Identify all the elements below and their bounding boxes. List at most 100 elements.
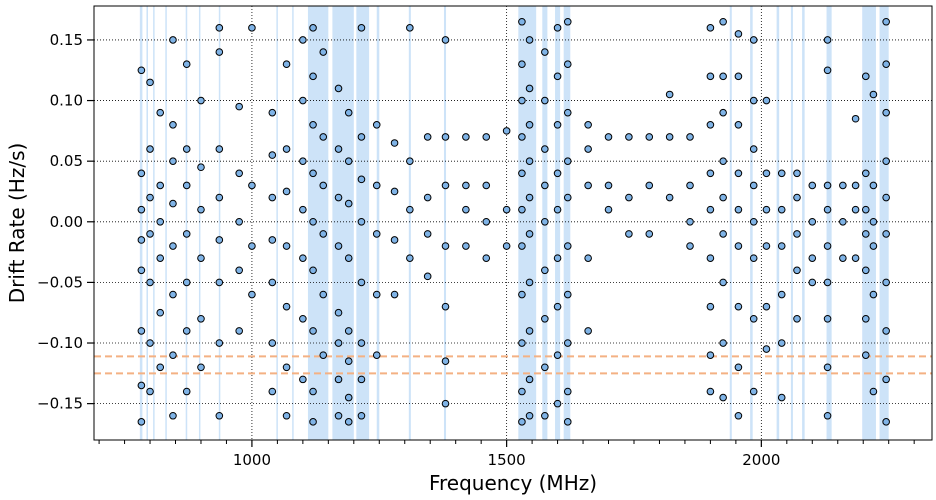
data-point-17-0 <box>372 121 381 129</box>
data-point-6-2 <box>215 145 224 153</box>
data-point-8-0 <box>248 24 256 32</box>
data-point-37-3 <box>719 157 727 165</box>
rfi-band-23 <box>802 6 805 440</box>
data-point-25-10 <box>518 418 526 426</box>
data-point-38-2 <box>734 121 743 129</box>
data-point-27-2 <box>541 145 549 153</box>
data-point-35-1 <box>686 181 694 190</box>
data-point-22-2 <box>462 205 470 214</box>
data-point-28-4 <box>553 205 562 214</box>
data-point-48-5 <box>869 387 878 396</box>
data-point-16-7 <box>357 411 366 420</box>
x-axis-label: Frequency (MHz) <box>429 471 597 495</box>
data-point-37-6 <box>719 278 727 287</box>
data-point-23-0 <box>482 133 491 141</box>
data-point-29-3 <box>563 157 572 165</box>
data-point-6-7 <box>215 411 224 420</box>
data-point-12-5 <box>309 266 317 275</box>
data-point-0-2 <box>137 205 146 214</box>
data-point-38-1 <box>734 72 743 81</box>
data-point-28-2 <box>553 121 562 129</box>
data-point-41-3 <box>777 290 786 299</box>
data-point-27-7 <box>541 363 549 372</box>
data-point-10-2 <box>282 187 291 196</box>
data-point-15-4 <box>344 327 353 335</box>
data-point-16-4 <box>357 278 366 287</box>
data-point-43-2 <box>808 254 817 262</box>
data-point-30-0 <box>584 121 592 129</box>
x-tick-label-1: 1500 <box>488 451 526 469</box>
data-point-39-1 <box>749 96 758 105</box>
y-tick-label-3: 0.00 <box>50 213 83 231</box>
rfi-band-13 <box>408 6 411 440</box>
data-point-9-3 <box>268 236 277 244</box>
data-point-16-0 <box>357 24 366 32</box>
data-point-4-5 <box>182 327 191 335</box>
data-point-17-2 <box>372 230 381 238</box>
data-point-12-0 <box>309 24 317 32</box>
y-tick-label-0: −0.15 <box>37 395 83 413</box>
data-point-29-7 <box>563 339 572 347</box>
data-point-28-8 <box>553 399 562 408</box>
data-point-2-2 <box>156 217 165 226</box>
data-point-21-6 <box>441 399 450 408</box>
data-point-44-6 <box>823 314 832 323</box>
data-point-38-8 <box>734 411 743 420</box>
data-point-40-5 <box>762 345 771 353</box>
data-point-34-0 <box>665 90 674 99</box>
data-point-0-3 <box>137 236 146 244</box>
rfi-band-0 <box>139 6 143 440</box>
y-tick-label-1: −0.10 <box>37 334 83 352</box>
data-point-28-5 <box>553 254 562 262</box>
data-point-29-4 <box>563 193 572 202</box>
data-point-0-7 <box>137 418 146 426</box>
data-point-33-1 <box>645 181 654 190</box>
data-point-37-4 <box>719 193 727 202</box>
data-point-24-0 <box>502 127 511 135</box>
data-point-14-6 <box>334 375 343 384</box>
data-point-10-0 <box>282 60 291 68</box>
data-point-7-3 <box>235 266 243 275</box>
data-point-3-2 <box>169 157 177 165</box>
data-point-41-2 <box>777 242 786 250</box>
data-point-29-5 <box>563 242 572 250</box>
data-point-44-3 <box>823 205 832 214</box>
data-point-26-7 <box>525 327 534 335</box>
data-point-12-6 <box>309 327 317 335</box>
data-point-10-3 <box>282 242 291 250</box>
data-point-49-6 <box>882 278 890 287</box>
data-point-40-1 <box>762 169 771 178</box>
data-point-41-0 <box>777 169 786 178</box>
data-point-25-7 <box>518 290 526 299</box>
data-point-24-2 <box>502 242 511 250</box>
data-point-45-1 <box>839 217 847 226</box>
data-point-49-1 <box>882 60 890 68</box>
data-point-46-3 <box>851 254 860 262</box>
data-point-39-7 <box>749 387 758 396</box>
data-point-27-4 <box>541 217 549 226</box>
data-point-27-3 <box>541 181 549 190</box>
data-point-15-5 <box>344 357 353 366</box>
data-point-18-2 <box>390 236 399 244</box>
data-point-41-4 <box>777 339 786 347</box>
data-point-37-0 <box>719 17 727 26</box>
rfi-band-17 <box>555 6 561 440</box>
data-point-25-6 <box>518 242 526 250</box>
data-point-13-1 <box>319 133 328 141</box>
data-point-38-6 <box>734 302 743 311</box>
data-point-32-1 <box>625 193 633 202</box>
data-point-37-7 <box>719 339 727 347</box>
data-point-30-1 <box>584 145 592 153</box>
data-point-36-1 <box>706 72 715 81</box>
data-point-44-5 <box>823 278 832 287</box>
data-point-36-5 <box>706 254 715 262</box>
data-point-21-2 <box>441 181 450 190</box>
data-point-21-1 <box>441 133 450 141</box>
data-point-36-7 <box>706 351 715 359</box>
data-point-13-5 <box>319 351 328 359</box>
threshold-lines <box>94 355 932 375</box>
data-point-49-9 <box>882 418 890 426</box>
data-point-12-8 <box>309 418 317 426</box>
data-point-47-5 <box>861 314 870 323</box>
data-point-38-4 <box>734 205 743 214</box>
